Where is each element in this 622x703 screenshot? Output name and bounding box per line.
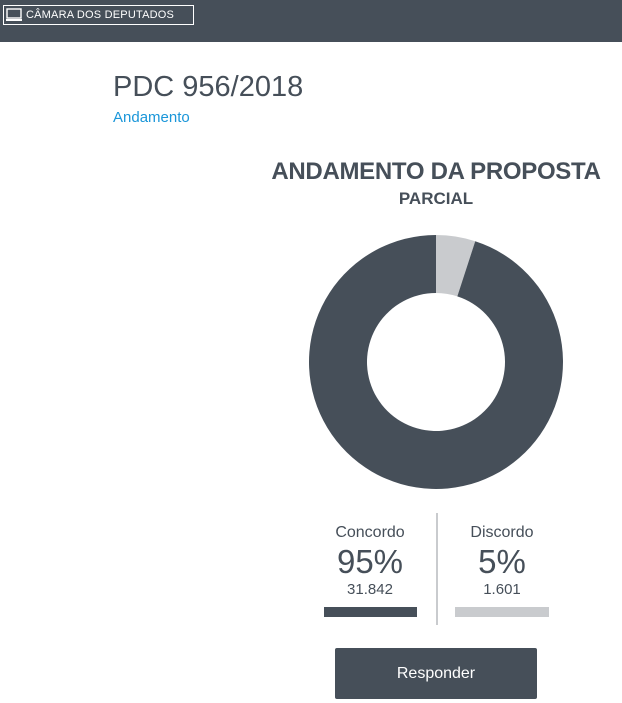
stat-divider bbox=[436, 513, 438, 625]
disagree-color-bar bbox=[455, 607, 549, 617]
page-title: PDC 956/2018 bbox=[113, 71, 304, 103]
andamento-link[interactable]: Andamento bbox=[113, 109, 190, 126]
agree-stat: Concordo 95% 31.842 bbox=[318, 522, 422, 600]
disagree-percent: 5% bbox=[478, 543, 526, 580]
respond-button[interactable]: Responder bbox=[335, 648, 537, 699]
donut-slice-concordo bbox=[309, 235, 563, 489]
disagree-count: 1.601 bbox=[483, 581, 521, 598]
agree-color-bar bbox=[324, 607, 417, 617]
agree-label: Concordo bbox=[335, 524, 405, 541]
agree-percent: 95% bbox=[336, 543, 404, 580]
donut-chart bbox=[309, 235, 563, 489]
panel-subtitle: PARCIAL bbox=[398, 189, 474, 208]
top-bar: CÂMARA DOS DEPUTADOS bbox=[0, 0, 622, 42]
panel-title: ANDAMENTO DA PROPOSTA bbox=[271, 158, 601, 185]
disagree-label: Discordo bbox=[470, 524, 534, 541]
donut-slice-discordo bbox=[436, 235, 476, 297]
disagree-stat: Discordo 5% 1.601 bbox=[448, 522, 556, 600]
agree-count: 31.842 bbox=[347, 581, 393, 598]
monitor-icon bbox=[4, 6, 24, 24]
camara-logo-link[interactable]: CÂMARA DOS DEPUTADOS bbox=[3, 5, 194, 25]
logo-text: CÂMARA DOS DEPUTADOS bbox=[26, 9, 175, 21]
